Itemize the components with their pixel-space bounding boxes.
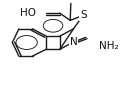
Text: N: N — [70, 37, 77, 47]
Text: S: S — [80, 10, 86, 20]
Text: HO: HO — [20, 8, 36, 18]
Text: NH₂: NH₂ — [99, 41, 118, 51]
